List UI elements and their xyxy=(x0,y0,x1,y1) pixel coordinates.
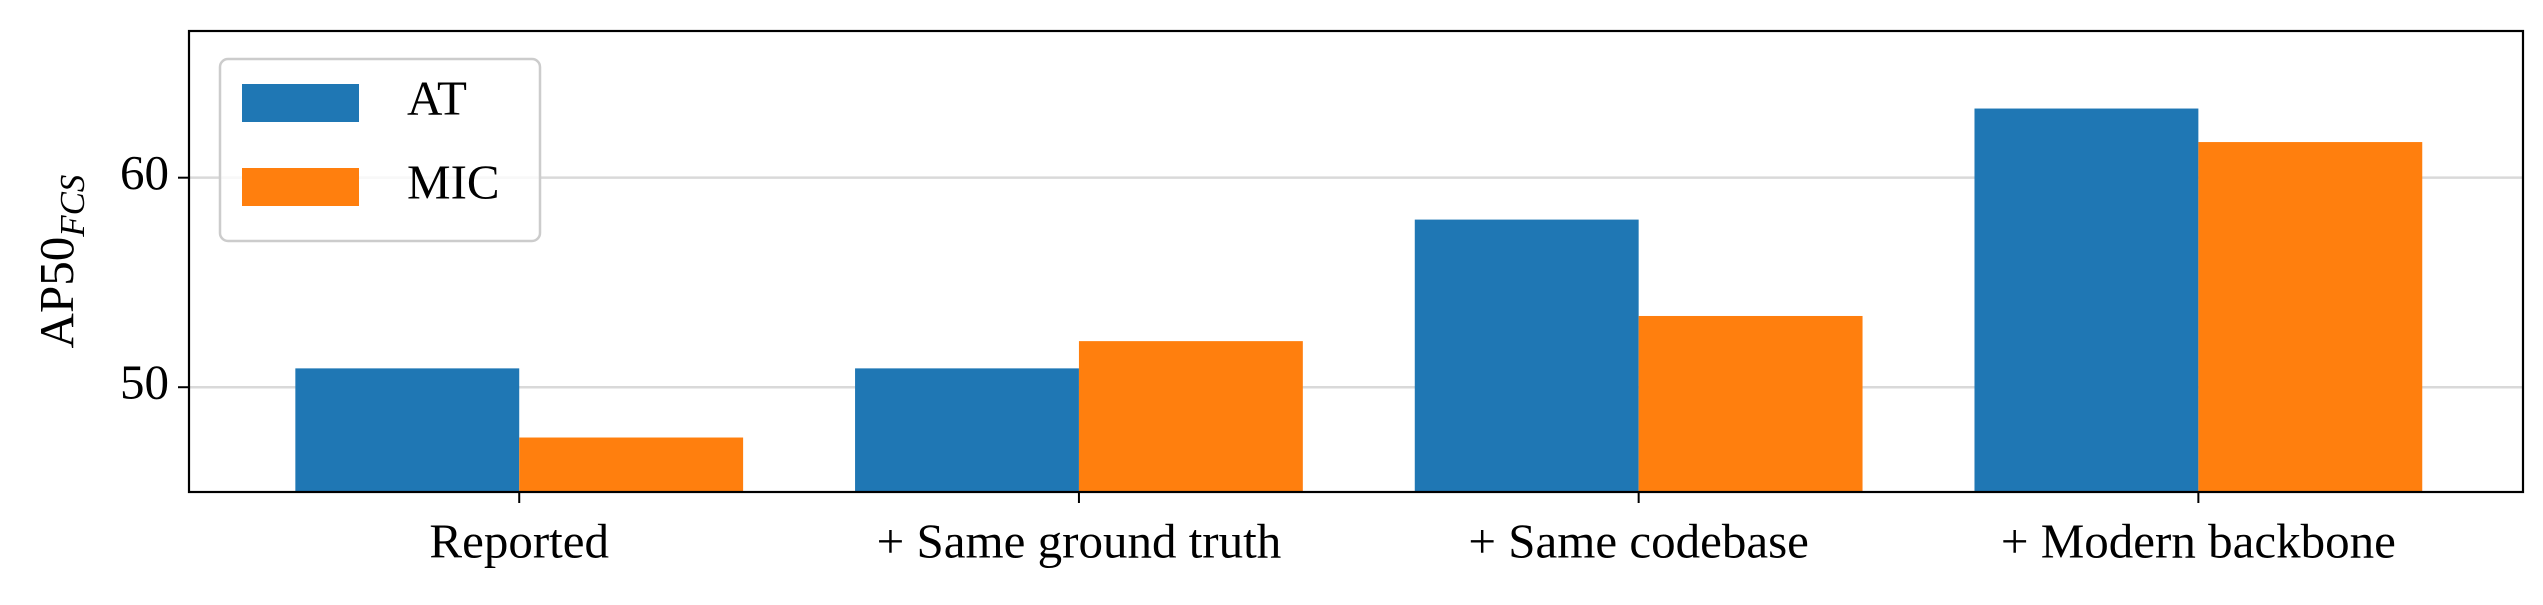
bar xyxy=(1078,341,1303,492)
y-axis-label-main: AP50 xyxy=(29,237,84,349)
bar xyxy=(2198,142,2423,493)
legend-label: AT xyxy=(407,70,467,125)
y-tick-label: 50 xyxy=(120,354,169,409)
bar xyxy=(1974,108,2199,493)
y-axis-label: AP50FCS xyxy=(29,175,92,349)
x-tick-label: + Same codebase xyxy=(1468,513,1809,568)
bar xyxy=(1638,315,1863,492)
x-tick-label: + Modern backbone xyxy=(2001,513,2396,568)
legend-label: MIC xyxy=(407,154,500,209)
x-tick-label: + Same ground truth xyxy=(877,513,1282,568)
x-tick-label: Reported xyxy=(429,513,609,568)
bar xyxy=(295,368,520,492)
bar xyxy=(519,437,744,492)
bar xyxy=(1414,219,1639,492)
y-tick-label: 60 xyxy=(120,145,169,200)
plot-frame xyxy=(187,29,2525,494)
y-axis-label-sub: FCS xyxy=(53,175,92,238)
legend-swatch xyxy=(242,84,359,122)
legend-swatch xyxy=(242,168,359,206)
bar xyxy=(855,368,1079,492)
